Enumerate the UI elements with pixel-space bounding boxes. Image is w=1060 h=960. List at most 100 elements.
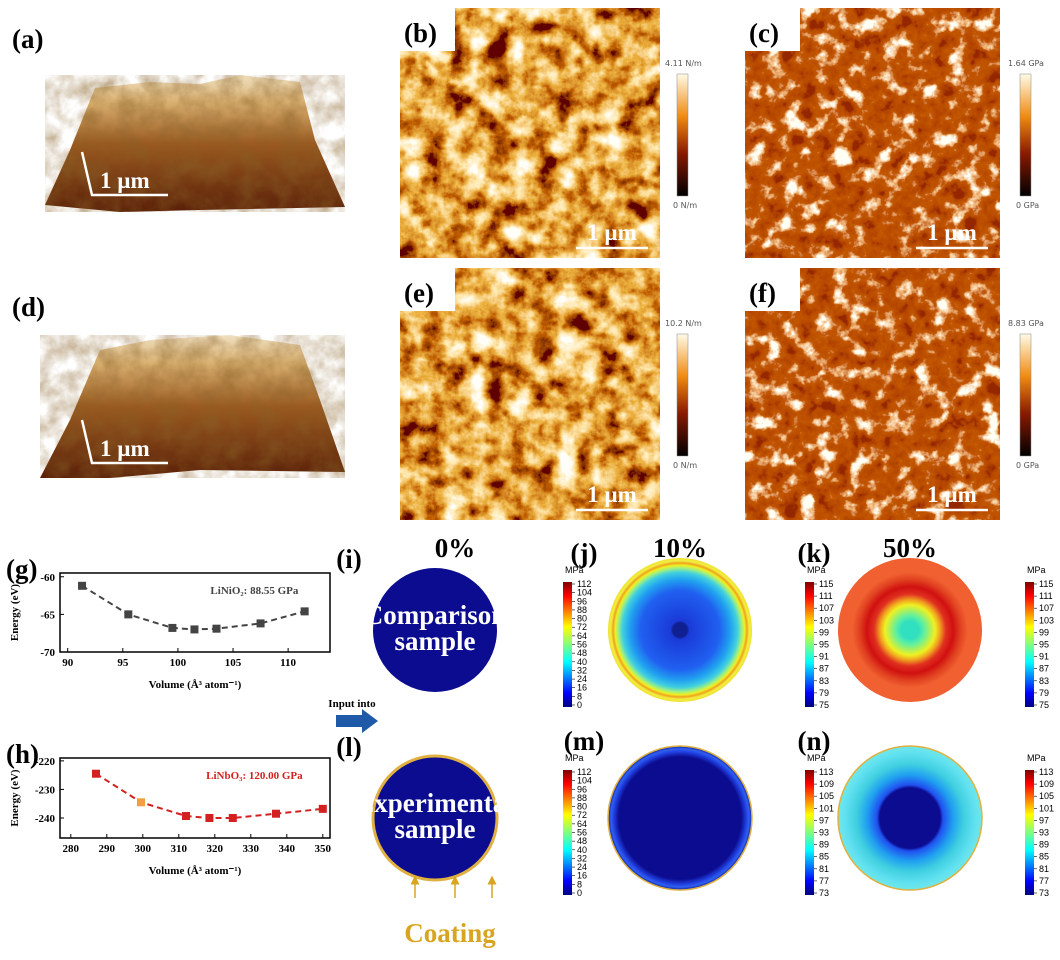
colorbar-tick-label: 75 [1039,700,1049,710]
colorbar [676,73,689,197]
coating-label: Coating [404,918,496,948]
colorbar-tick-label: 112 [577,579,591,589]
colorbar-max: 10.2 N/m [665,319,702,328]
data-point [168,623,177,632]
figure-content: (a) 1 µm (d) 1 µm (b) 4.11 N/m 0 N/m 1 µm (c) 1.6… [6,7,1054,948]
colorbar-max: 1.64 GPa [1008,59,1044,68]
colorbar-tick-label: 32 [577,665,587,675]
chart-title: LiNiO₂: 88.55 GPa [210,585,298,597]
panel-label: (b) [404,18,437,48]
colorbar-tick-label: 88 [577,793,587,803]
colorbar-tick-label: 93 [819,828,829,838]
colorbar-unit: MPa [1027,565,1046,575]
colorbar-tick-label: 113 [819,767,833,777]
y-axis-label: Energy (eV) [9,769,21,826]
panel-label: (g) [6,554,37,584]
x-tick-label: 320 [207,843,224,855]
colorbar-unit: MPa [565,565,584,575]
data-point [272,809,280,818]
panel-label: (a) [12,24,43,54]
panel-label: (c) [749,18,779,48]
x-tick-label: 90 [62,657,74,669]
scale-bar [80,419,168,465]
colorbar-tick-label: 83 [1039,676,1049,686]
colorbar-tick-label: 64 [577,819,587,829]
colorbar-tick-label: 107 [819,603,834,613]
x-tick-label: 300 [135,843,152,855]
x-tick-label: 330 [243,843,260,855]
stress-disk [838,558,982,702]
colorbar-tick-label: 56 [577,640,587,650]
disk-text: Experimental [356,788,514,818]
panel-label: (e) [404,278,434,308]
colorbar-min: 0 GPa [1016,201,1039,210]
y-tick-label: -240 [35,813,56,825]
colorbar-tick-label: 81 [819,864,829,874]
disk-text: sample [395,814,476,844]
colorbar [1019,73,1032,197]
colorbar-tick-label: 111 [1039,591,1053,601]
x-tick-label: 105 [225,657,242,669]
data-point [205,814,214,822]
colorbar-tick-label: 56 [577,828,587,838]
colorbar-tick-label: 72 [577,622,587,632]
colorbar-tick-label: 115 [819,579,833,589]
stress-disk [607,745,753,891]
colorbar [1025,770,1034,895]
scale-bar-label: 1 µm [587,220,637,245]
y-tick-label: -60 [40,572,55,584]
colorbar-tick-label: 109 [819,779,834,789]
colorbar-tick-label: 91 [819,652,829,662]
colorbar-tick-label: 104 [577,588,592,598]
colorbar-unit: MPa [807,753,826,763]
colorbar-tick-label: 96 [577,784,587,794]
colorbar-tick-label: 40 [577,657,587,667]
panel-label: (n) [798,726,831,756]
colorbar-tick-label: 77 [819,876,829,886]
surface-texture [40,335,345,478]
disk-text: Comparison [364,600,507,630]
stress-disk [837,745,983,891]
y-tick-label: -65 [40,609,55,621]
topography-3d [40,335,345,478]
colorbar-tick-label: 109 [1039,779,1054,789]
plot-frame [59,572,331,653]
colorbar-tick-label: 73 [819,888,829,898]
arrow-label: Input into [328,698,376,710]
panel-label: (i) [336,544,361,574]
colorbar-tick-label: 79 [819,688,829,698]
colorbar-tick-label: 115 [1039,579,1053,589]
data-point [137,798,145,807]
colorbar-unit: MPa [1027,753,1046,763]
colorbar-tick-label: 48 [577,648,587,658]
x-axis-label: Volume (Å³ atom⁻¹) [149,865,242,877]
colorbar-unit: MPa [807,565,826,575]
data-point [92,769,100,778]
panel-label: (k) [798,538,831,568]
colorbar-tick-label: 89 [1039,840,1049,850]
scale-bar-label: 1 µm [100,168,150,193]
panel-label: (l) [336,732,361,762]
colorbar-tick-label: 105 [1039,791,1054,801]
x-tick-label: 350 [315,843,332,855]
colorbar-tick-label: 87 [1039,664,1049,674]
colorbar-tick-label: 64 [577,631,587,641]
y-tick-label: -220 [35,756,56,768]
data-point [182,812,190,820]
panel-label: (j) [571,538,598,568]
colorbar-tick-label: 93 [1039,828,1049,838]
colorbar-tick-label: 99 [819,627,829,637]
x-tick-label: 110 [280,657,296,669]
x-tick-label: 340 [279,843,296,855]
scale-bar-label: 1 µm [927,220,977,245]
colorbar-tick-label: 103 [819,615,834,625]
y-tick-label: -230 [35,784,56,796]
colorbar-unit: MPa [565,753,584,763]
colorbar-tick-label: 107 [1039,603,1054,613]
data-point [228,814,237,822]
data-point [78,581,87,590]
colorbar-tick-label: 72 [577,810,587,820]
colorbar-max: 4.11 N/m [665,59,702,68]
panel-label: (h) [6,739,39,769]
colorbar-tick-label: 89 [819,840,829,850]
